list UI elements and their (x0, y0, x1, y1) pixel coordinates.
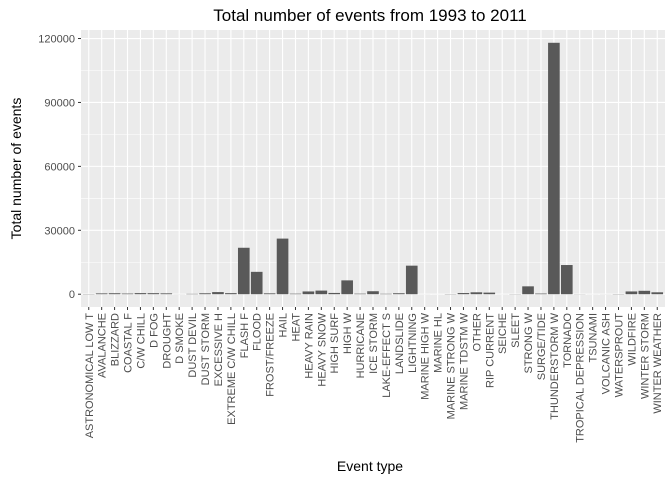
x-tick-label: WILDFIRE (626, 313, 638, 366)
bar (95, 293, 108, 295)
y-axis-title: Total number of events (8, 98, 24, 240)
x-tick-label: DUST STORM (200, 313, 212, 385)
x-tick-label: MARINE TDSTM W (458, 312, 470, 410)
x-tick-label: FLOOD (252, 313, 264, 351)
bar (134, 293, 147, 295)
bar (560, 265, 573, 295)
x-tick-label: HEAVY RAIN (303, 313, 315, 379)
y-tick-label: 0 (69, 289, 75, 301)
bar (225, 293, 237, 295)
y-tick-label: 60000 (44, 161, 75, 173)
bar (160, 293, 173, 295)
x-tick-label: MARINE HIGH W (420, 312, 432, 399)
x-tick-label: HIGH SURF (329, 313, 341, 374)
x-tick-label: HAIL (278, 313, 290, 337)
bar (367, 291, 379, 295)
x-tick-label: WATERSPROUT (613, 313, 625, 398)
bar (651, 292, 664, 295)
bar (625, 291, 638, 295)
bar (263, 293, 276, 295)
bar (302, 291, 315, 295)
x-tick-label: DUST DEVIL (187, 313, 199, 378)
bar (393, 293, 405, 295)
bar (147, 293, 160, 295)
x-tick-label: TROPICAL DEPRESSION (575, 313, 587, 443)
bar (250, 271, 263, 295)
x-tick-label: LANDSLIDE (394, 313, 406, 374)
bar (522, 286, 534, 295)
bars (82, 42, 664, 295)
bar (315, 290, 328, 295)
y-tick-label: 30000 (44, 225, 75, 237)
bar (199, 293, 211, 295)
x-tick-label: BLIZZARD (110, 313, 122, 366)
bar (212, 292, 224, 295)
x-tick-label: WINTER STORM (639, 313, 651, 399)
x-tick-label: C/W CHILL (135, 313, 147, 369)
bar (548, 42, 560, 295)
x-tick-label: ASTRONOMICAL LOW T (84, 313, 96, 439)
x-tick-label: COASTAL F (123, 313, 135, 373)
x-axis-title: Event type (337, 458, 403, 474)
x-tick-label: LIGHTNING (407, 313, 419, 373)
x-tick-label: EXCESSIVE H (213, 313, 225, 386)
x-tick-label: RIP CURRENT (484, 313, 496, 388)
x-tick-label: HEAVY SNOW (316, 312, 328, 386)
x-tick-label: AVALANCHE (97, 313, 109, 378)
x-tick-label: OTHER (471, 313, 483, 352)
x-tick-label: SEICHE (497, 313, 509, 354)
bar (483, 292, 496, 295)
x-tick-label: D SMOKE (174, 313, 186, 364)
x-tick-label: MARINE STRONG W (446, 312, 458, 419)
x-tick-label: LAKE-EFFECT S (381, 313, 393, 398)
x-axis: ASTRONOMICAL LOW T AVALANCHE BLIZZARD COAST… (84, 307, 664, 443)
x-tick-label: STRONG W (523, 312, 535, 373)
x-tick-label: SURGE/TIDE (536, 313, 548, 380)
x-tick-label: TSUNAMI (588, 313, 600, 363)
bar (276, 238, 289, 295)
x-tick-label: HIGH W (342, 312, 354, 354)
x-tick-label: FROST/FREEZE (265, 313, 277, 397)
bar (535, 293, 547, 295)
bar (457, 293, 470, 295)
bar (470, 292, 483, 295)
y-tick-label: 120000 (38, 34, 75, 46)
x-tick-label: THUNDERSTORM W (549, 312, 561, 419)
x-tick-label: TORNADO (562, 313, 574, 368)
bar (341, 280, 353, 295)
bar (108, 293, 121, 295)
x-tick-label: MARINE HL (433, 313, 445, 373)
x-tick-label: WINTER WEATHER (652, 313, 664, 414)
chart-title: Total number of events from 1993 to 2011 (213, 6, 526, 25)
x-tick-label: HEAT (290, 313, 302, 342)
y-axis: 0 30000 60000 90000 120000 (38, 34, 81, 301)
x-tick-label: DROUGHT (161, 313, 173, 369)
bar (121, 293, 134, 295)
x-tick-label: D FOG (148, 313, 160, 348)
bar (289, 293, 302, 295)
x-tick-label: HURRICANE (355, 313, 367, 378)
bar (354, 293, 366, 295)
grid-lines (81, 30, 665, 307)
x-tick-label: FLASH F (239, 313, 251, 359)
bar (405, 265, 418, 295)
bar (638, 290, 651, 295)
x-tick-label: EXTREME C/W CHILL (226, 313, 238, 425)
x-tick-label: ICE STORM (368, 313, 380, 374)
x-tick-label: VOLCANIC ASH (601, 313, 613, 394)
y-tick-label: 90000 (44, 97, 75, 109)
x-tick-label: SLEET (510, 313, 522, 348)
bar (328, 292, 341, 295)
bar (237, 247, 250, 295)
